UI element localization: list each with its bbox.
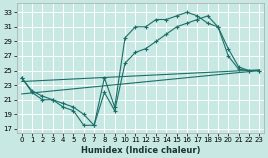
X-axis label: Humidex (Indice chaleur): Humidex (Indice chaleur) <box>81 146 200 155</box>
